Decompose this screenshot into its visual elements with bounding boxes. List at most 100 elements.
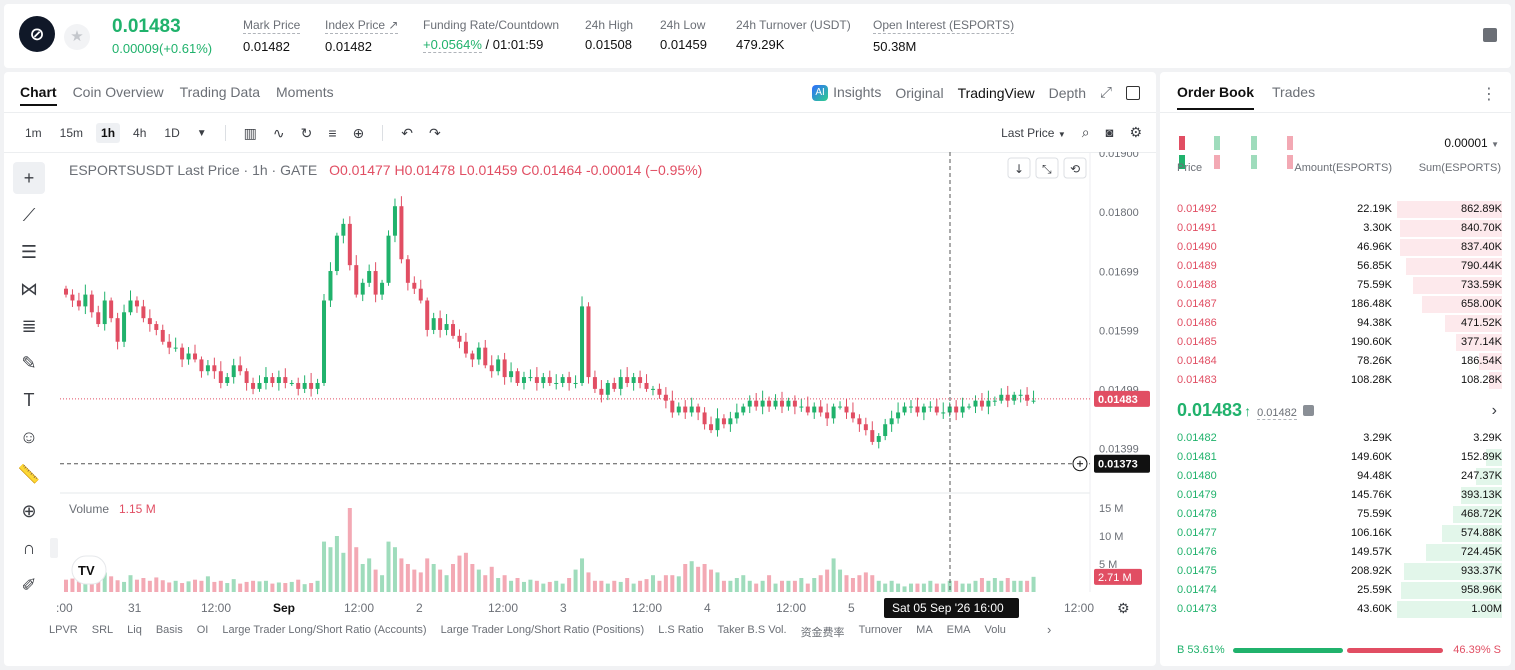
candle-body[interactable] — [386, 235, 391, 283]
gear-icon[interactable]: ⚙ — [1129, 124, 1142, 140]
book-mode-sell-icon[interactable] — [1287, 136, 1301, 169]
candle-body[interactable] — [896, 412, 901, 419]
candle-body[interactable] — [973, 400, 978, 407]
ask-row[interactable]: 0.01489 56.85K 790.44K — [1168, 257, 1502, 276]
candle-body[interactable] — [934, 406, 939, 413]
candle-body[interactable] — [838, 406, 843, 408]
indicator-taker-bs-vol[interactable]: Taker B.S Vol. — [717, 624, 787, 636]
scroll-to-latest-icon-box[interactable] — [1007, 157, 1031, 179]
interval-15m[interactable]: 15m — [59, 126, 84, 140]
candle-body[interactable] — [373, 271, 378, 295]
candle-body[interactable] — [967, 406, 972, 408]
candle-body[interactable] — [870, 430, 875, 442]
candle-body[interactable] — [741, 406, 746, 413]
candle-body[interactable] — [283, 377, 288, 383]
candle-body[interactable] — [257, 382, 262, 389]
candle-body[interactable] — [921, 406, 926, 413]
bid-row[interactable]: 0.01481 149.60K 152.89K — [1168, 448, 1502, 467]
indicator-ls-ratio[interactable]: L.S Ratio — [658, 624, 704, 636]
candle-body[interactable] — [689, 406, 694, 413]
candle-body[interactable] — [102, 300, 107, 325]
candle-body[interactable] — [534, 377, 539, 383]
candle-body[interactable] — [986, 400, 991, 407]
bid-row[interactable]: 0.01480 94.48K 247.37K — [1168, 467, 1502, 486]
indicator-large-trader-positions[interactable]: Large Trader Long/Short Ratio (Positions… — [440, 624, 645, 636]
candle-body[interactable] — [186, 353, 191, 360]
candle-body[interactable] — [205, 365, 210, 372]
bid-row[interactable]: 0.01478 75.59K 468.72K — [1168, 505, 1502, 524]
candle-body[interactable] — [812, 406, 817, 413]
candle-body[interactable] — [412, 282, 417, 289]
candle-body[interactable] — [399, 206, 404, 260]
indicator-ma[interactable]: MA — [916, 624, 933, 636]
candle-body[interactable] — [638, 377, 643, 383]
candle-body[interactable] — [367, 271, 372, 283]
favorite-star-icon[interactable]: ★ — [64, 24, 90, 50]
chevron-right-icon[interactable]: › — [1491, 402, 1497, 419]
candle-body[interactable] — [463, 341, 468, 354]
candle-body[interactable] — [799, 406, 804, 408]
candle-body[interactable] — [580, 306, 585, 383]
camera-icon[interactable]: ◙ — [1105, 125, 1114, 140]
candle-body[interactable] — [676, 406, 681, 413]
candle-body[interactable] — [263, 377, 268, 383]
candle-body[interactable] — [470, 353, 475, 360]
view-original[interactable]: Original — [895, 84, 944, 101]
redo-icon[interactable]: ↷ — [428, 124, 441, 141]
book-mode-both-icon[interactable] — [1179, 136, 1193, 169]
candle-body[interactable] — [889, 418, 894, 425]
candle-body[interactable] — [380, 282, 385, 295]
pixel-game-icon[interactable]: ⊘ — [19, 16, 55, 52]
collapse-icon-box[interactable] — [1035, 157, 1059, 179]
precision-select[interactable]: 0.00001 ▼ — [1444, 136, 1499, 150]
candle-body[interactable] — [334, 235, 339, 272]
interval-1m[interactable]: 1m — [25, 126, 42, 140]
candle-body[interactable] — [431, 318, 436, 330]
tab-chart[interactable]: Chart — [20, 84, 57, 106]
candle-body[interactable] — [328, 271, 333, 301]
candle-body[interactable] — [244, 371, 249, 383]
candle-body[interactable] — [657, 388, 662, 395]
pattern-icon[interactable]: ⋈ — [20, 279, 38, 299]
candle-body[interactable] — [831, 406, 836, 419]
candle-body[interactable] — [554, 382, 559, 384]
collapse-icon[interactable]: ⤡ — [1042, 162, 1052, 176]
candle-body[interactable] — [64, 288, 68, 295]
candle-body[interactable] — [999, 394, 1004, 401]
candle-body[interactable] — [438, 318, 443, 330]
candle-body[interactable] — [663, 394, 668, 401]
bid-row[interactable]: 0.01473 43.60K 1.00M — [1168, 600, 1502, 619]
candle-body[interactable] — [238, 365, 243, 372]
axis-settings-icon[interactable]: ⚙ — [1117, 601, 1130, 617]
candle-body[interactable] — [1012, 394, 1017, 401]
candle-body[interactable] — [773, 400, 778, 407]
tradingview-logo-icon[interactable]: TV — [78, 563, 95, 578]
candle-body[interactable] — [586, 306, 591, 378]
candle-body[interactable] — [212, 365, 217, 372]
candle-body[interactable] — [902, 406, 907, 413]
alert-add-icon[interactable]: ⊕ — [352, 124, 365, 141]
candle-body[interactable] — [296, 382, 301, 389]
candle-body[interactable] — [683, 406, 688, 413]
candle-body[interactable] — [747, 400, 752, 407]
indicator-volume[interactable]: Volu — [984, 624, 1006, 636]
more-options-icon[interactable]: ⋮ — [1481, 86, 1497, 103]
search-icon[interactable]: ⌕ — [1081, 124, 1090, 140]
indicators-icon[interactable]: ∿ — [272, 124, 285, 141]
pencil-icon[interactable]: ✐ — [21, 575, 37, 595]
candle-body[interactable] — [231, 365, 236, 378]
interval-4h[interactable]: 4h — [133, 126, 147, 140]
candle-body[interactable] — [863, 424, 868, 431]
candle-body[interactable] — [315, 382, 320, 389]
candle-body[interactable] — [792, 400, 797, 407]
candle-body[interactable] — [405, 259, 410, 283]
candle-body[interactable] — [779, 400, 784, 407]
candle-body[interactable] — [754, 400, 759, 407]
candle-body[interactable] — [509, 371, 514, 378]
candle-body[interactable] — [354, 265, 359, 295]
candle-body[interactable] — [122, 312, 127, 342]
bid-row[interactable]: 0.01477 106.16K 574.88K — [1168, 524, 1502, 543]
ruler-icon[interactable]: 📏 — [17, 464, 41, 484]
candle-body[interactable] — [154, 324, 159, 330]
candle-body[interactable] — [670, 400, 675, 413]
